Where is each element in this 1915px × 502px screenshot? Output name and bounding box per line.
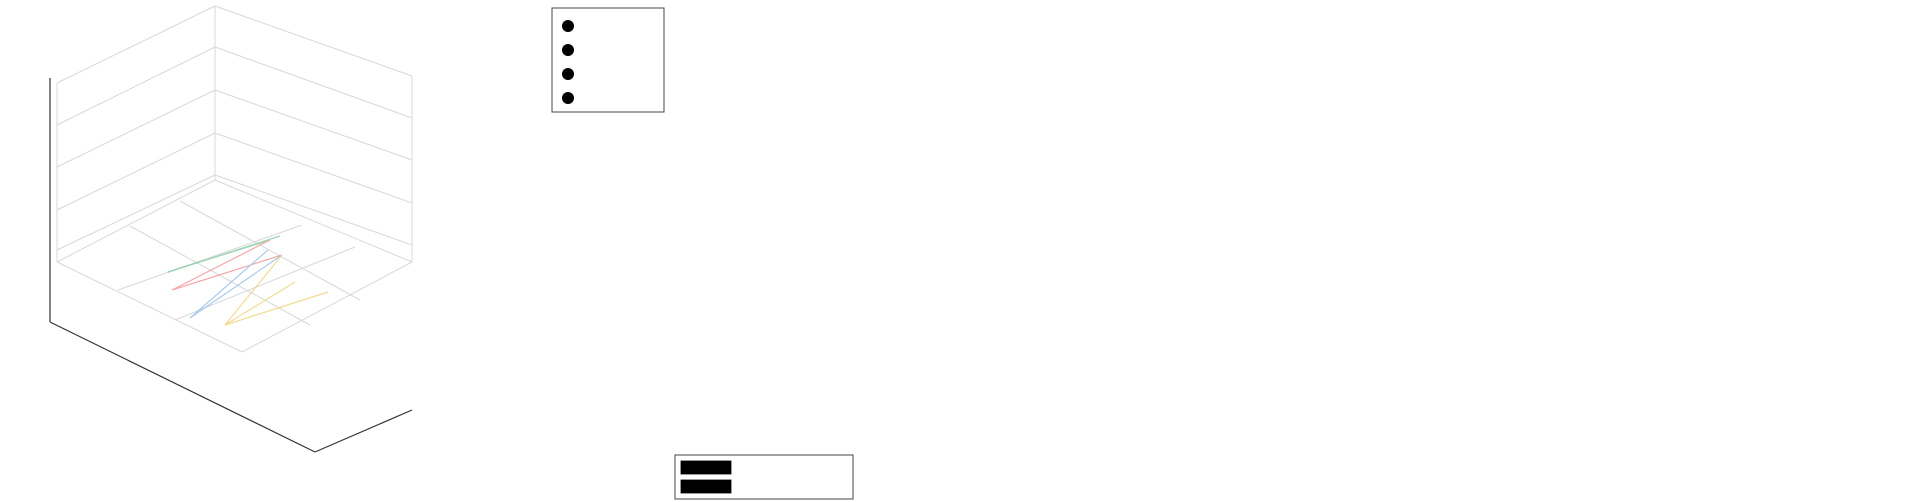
pca-3d-scatter <box>49 5 665 453</box>
axis-lines <box>49 78 413 453</box>
bar-legend-swatch-frequency <box>680 479 732 494</box>
bar-legend-swatch-similarity <box>680 460 732 475</box>
virtual-links <box>167 235 329 326</box>
legend-marker-indica <box>562 44 574 56</box>
scatter-legend <box>551 7 665 113</box>
legend-marker-japonica <box>562 68 574 80</box>
bar-legend <box>674 454 854 500</box>
legend-marker-virtual <box>562 92 574 104</box>
legend-marker-hybrid <box>562 20 574 32</box>
box-grid <box>56 5 413 353</box>
